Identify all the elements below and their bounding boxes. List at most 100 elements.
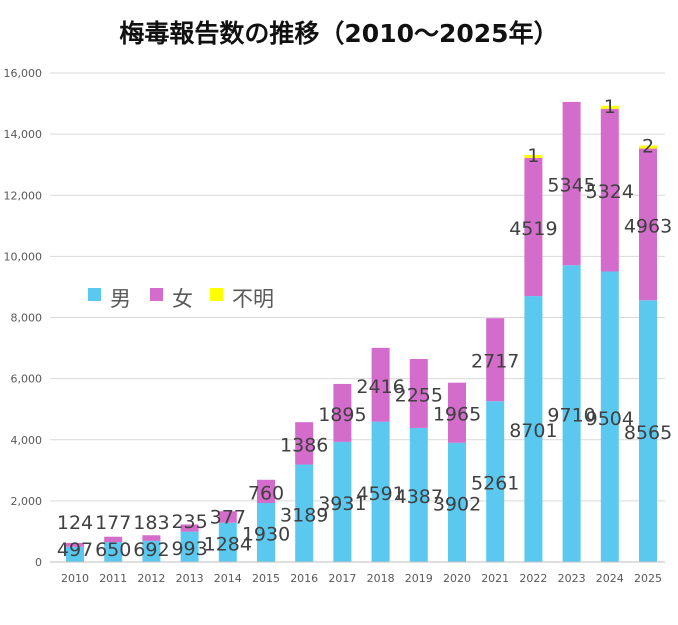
y-tick-label: 8,000 — [11, 312, 43, 325]
y-tick-label: 14,000 — [4, 128, 43, 141]
data-label-male: 4387 — [395, 486, 443, 508]
x-tick-label: 2010 — [61, 572, 89, 585]
x-tick-label: 2012 — [137, 572, 165, 585]
data-label-male: 993 — [171, 538, 207, 560]
bar-female — [639, 148, 657, 301]
data-label-male: 5261 — [471, 473, 519, 495]
bar-female — [218, 511, 237, 523]
data-label-unknown: 1 — [527, 145, 539, 167]
y-tick-label: 2,000 — [11, 495, 43, 508]
y-tick-label: 0 — [35, 556, 42, 569]
data-label-male: 9710 — [547, 405, 595, 427]
data-label-male: 692 — [133, 539, 169, 561]
x-tick-label: 2013 — [176, 572, 204, 585]
data-label-unknown: 2 — [642, 135, 654, 157]
bar-male — [600, 271, 619, 562]
x-tick-label: 2011 — [99, 572, 127, 585]
bar-male — [66, 546, 84, 562]
bar-male — [409, 427, 428, 562]
data-label-female: 1895 — [318, 404, 366, 426]
bar-male — [639, 300, 657, 562]
bar-unknown — [600, 105, 619, 109]
data-label-unknown: 1 — [604, 96, 616, 118]
bar-male — [333, 441, 352, 562]
data-label-male: 9504 — [586, 408, 634, 430]
data-label-male: 8701 — [509, 420, 557, 442]
x-tick-label: 2022 — [519, 572, 547, 585]
x-tick-label: 2024 — [596, 572, 624, 585]
data-label-female: 5324 — [586, 181, 634, 203]
bar-male — [524, 296, 543, 562]
x-tick-label: 2017 — [328, 572, 356, 585]
bar-unknown — [639, 145, 657, 149]
y-tick-label: 12,000 — [4, 189, 43, 202]
bar-male — [142, 540, 161, 562]
bar-female — [295, 422, 314, 465]
data-label-female: 2416 — [356, 376, 404, 398]
data-label-female: 183 — [133, 512, 169, 534]
chart-title: 梅毒報告数の推移（2010～2025年） — [119, 19, 559, 48]
data-label-male: 1284 — [204, 533, 252, 555]
bar-female — [409, 359, 428, 428]
data-label-male: 650 — [95, 539, 131, 561]
legend-swatch — [210, 288, 223, 301]
legend-label: 男 — [110, 287, 131, 311]
data-label-female: 377 — [210, 506, 246, 528]
bar-male — [562, 265, 581, 562]
x-tick-label: 2021 — [481, 572, 509, 585]
x-tick-label: 2015 — [252, 572, 280, 585]
bar-female — [257, 479, 275, 504]
legend-swatch — [88, 288, 101, 301]
data-label-female: 760 — [248, 482, 284, 504]
y-tick-label: 6,000 — [11, 373, 43, 386]
data-label-female: 1965 — [433, 404, 481, 426]
bar-male — [486, 401, 505, 562]
x-tick-label: 2019 — [405, 572, 433, 585]
bar-female — [371, 347, 390, 422]
data-label-female: 5345 — [547, 175, 595, 197]
data-label-female: 2717 — [471, 351, 519, 373]
x-tick-label: 2016 — [290, 572, 318, 585]
bar-female — [562, 101, 581, 266]
bar-female — [66, 543, 84, 547]
bar-female — [142, 535, 161, 541]
x-tick-label: 2020 — [443, 572, 471, 585]
x-tick-label: 2018 — [367, 572, 395, 585]
bar-unknown — [524, 154, 543, 158]
data-label-male: 1930 — [242, 524, 290, 546]
data-label-male: 3902 — [433, 493, 481, 515]
bar-female — [180, 524, 199, 532]
legend-swatch — [150, 288, 163, 301]
x-tick-label: 2014 — [214, 572, 242, 585]
data-label-male: 4591 — [356, 483, 404, 505]
legend-label: 不明 — [232, 287, 274, 311]
bar-female — [448, 382, 466, 443]
bar-female — [524, 157, 543, 297]
data-label-male: 3189 — [280, 504, 328, 526]
bar-male — [257, 503, 275, 562]
data-label-female: 124 — [57, 512, 93, 534]
data-label-female: 177 — [95, 512, 131, 534]
bar-female — [333, 383, 352, 442]
data-label-male: 8565 — [624, 422, 672, 444]
data-label-female: 2255 — [395, 384, 443, 406]
bar-female — [600, 108, 619, 272]
legend-label: 女 — [172, 287, 193, 311]
bar-female — [486, 318, 505, 402]
bar-male — [448, 442, 466, 562]
data-label-male: 497 — [57, 539, 93, 561]
bar-male — [104, 542, 123, 562]
data-label-female: 1386 — [280, 434, 328, 456]
data-label-female: 4519 — [509, 218, 557, 240]
bar-female — [104, 536, 123, 543]
bar-male — [180, 531, 199, 562]
data-label-female: 4963 — [624, 215, 672, 237]
data-label-female: 235 — [171, 511, 207, 533]
x-tick-label: 2025 — [634, 572, 662, 585]
bar-male — [371, 421, 390, 562]
x-tick-label: 2023 — [558, 572, 586, 585]
y-tick-label: 16,000 — [4, 67, 43, 80]
y-tick-label: 10,000 — [4, 250, 43, 263]
